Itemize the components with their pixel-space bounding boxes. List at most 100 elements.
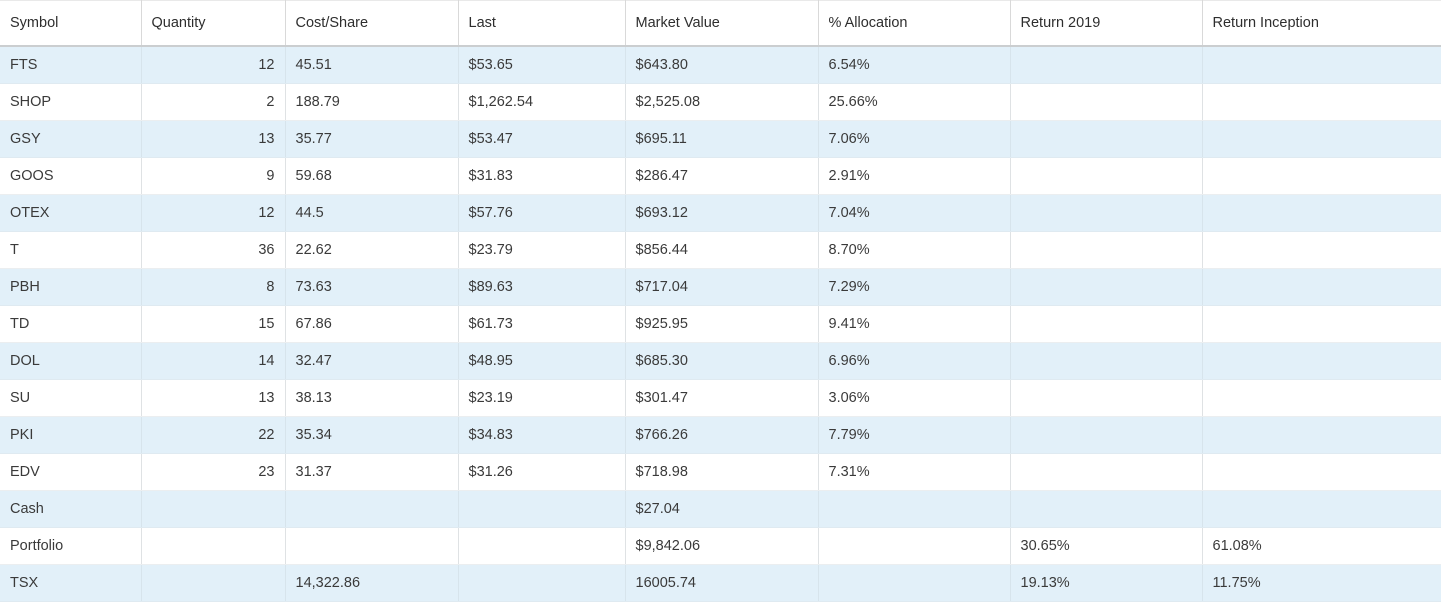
cell-last: $53.47 <box>458 120 626 158</box>
column-header-quantity[interactable]: Quantity <box>141 0 286 47</box>
cell-return_2019: 19.13% <box>1010 564 1203 602</box>
table-row-edv[interactable]: EDV 23 31.37 $31.26 $718.98 7.31% <box>0 453 1441 491</box>
cell-return_inception <box>1202 453 1441 491</box>
column-header-symbol[interactable]: Symbol <box>0 0 142 47</box>
cell-market_value: $643.80 <box>625 46 819 84</box>
table-row-td[interactable]: TD 15 67.86 $61.73 $925.95 9.41% <box>0 305 1441 343</box>
table-row-otex[interactable]: OTEX 12 44.5 $57.76 $693.12 7.04% <box>0 194 1441 232</box>
cell-return_inception <box>1202 194 1441 232</box>
cell-symbol: TSX <box>0 564 142 602</box>
cell-market_value: $856.44 <box>625 231 819 269</box>
cell-return_inception <box>1202 268 1441 306</box>
cell-return_2019: 30.65% <box>1010 527 1203 565</box>
table-row-shop[interactable]: SHOP 2 188.79 $1,262.54 $2,525.08 25.66% <box>0 83 1441 121</box>
cell-return_2019 <box>1010 379 1203 417</box>
column-header-cost_share[interactable]: Cost/Share <box>285 0 459 47</box>
table-body: FTS 12 45.51 $53.65 $643.80 6.54% SHOP 2 188.79 $… <box>0 46 1441 602</box>
table-row-cash[interactable]: Cash $27.04 <box>0 490 1441 528</box>
cell-symbol: FTS <box>0 46 142 84</box>
cell-allocation: 8.70% <box>818 231 1011 269</box>
cell-market_value: $301.47 <box>625 379 819 417</box>
cell-return_2019 <box>1010 342 1203 380</box>
cell-symbol: OTEX <box>0 194 142 232</box>
table-row-goos[interactable]: GOOS 9 59.68 $31.83 $286.47 2.91% <box>0 157 1441 195</box>
table-row-pki[interactable]: PKI 22 35.34 $34.83 $766.26 7.79% <box>0 416 1441 454</box>
cell-quantity: 2 <box>141 83 286 121</box>
cell-return_2019 <box>1010 453 1203 491</box>
cell-quantity <box>141 527 286 565</box>
column-header-return_2019[interactable]: Return 2019 <box>1010 0 1203 47</box>
cell-cost_share: 67.86 <box>285 305 459 343</box>
cell-return_inception: 11.75% <box>1202 564 1441 602</box>
cell-quantity: 9 <box>141 157 286 195</box>
cell-cost_share: 38.13 <box>285 379 459 417</box>
cell-last: $57.76 <box>458 194 626 232</box>
cell-cost_share: 32.47 <box>285 342 459 380</box>
cell-allocation: 6.96% <box>818 342 1011 380</box>
column-header-market_value[interactable]: Market Value <box>625 0 819 47</box>
cell-symbol: EDV <box>0 453 142 491</box>
table-row-fts[interactable]: FTS 12 45.51 $53.65 $643.80 6.54% <box>0 46 1441 84</box>
table-row-portfolio[interactable]: Portfolio $9,842.06 30.65% 61.08% <box>0 527 1441 565</box>
cell-return_2019 <box>1010 157 1203 195</box>
cell-return_inception: 61.08% <box>1202 527 1441 565</box>
cell-allocation: 6.54% <box>818 46 1011 84</box>
cell-last <box>458 490 626 528</box>
cell-last: $61.73 <box>458 305 626 343</box>
cell-symbol: PKI <box>0 416 142 454</box>
cell-return_2019 <box>1010 46 1203 84</box>
column-header-allocation[interactable]: % Allocation <box>818 0 1011 47</box>
cell-allocation: 3.06% <box>818 379 1011 417</box>
cell-quantity: 13 <box>141 379 286 417</box>
table-row-dol[interactable]: DOL 14 32.47 $48.95 $685.30 6.96% <box>0 342 1441 380</box>
table-row-gsy[interactable]: GSY 13 35.77 $53.47 $695.11 7.06% <box>0 120 1441 158</box>
table-row-t[interactable]: T 36 22.62 $23.79 $856.44 8.70% <box>0 231 1441 269</box>
cell-last: $23.79 <box>458 231 626 269</box>
cell-quantity: 14 <box>141 342 286 380</box>
cell-market_value: $766.26 <box>625 416 819 454</box>
table-row-pbh[interactable]: PBH 8 73.63 $89.63 $717.04 7.29% <box>0 268 1441 306</box>
table-row-tsx[interactable]: TSX 14,322.86 16005.74 19.13% 11.75% <box>0 564 1441 602</box>
cell-return_2019 <box>1010 268 1203 306</box>
cell-market_value: $925.95 <box>625 305 819 343</box>
cell-return_inception <box>1202 231 1441 269</box>
cell-cost_share: 35.34 <box>285 416 459 454</box>
cell-last: $23.19 <box>458 379 626 417</box>
table-row-su[interactable]: SU 13 38.13 $23.19 $301.47 3.06% <box>0 379 1441 417</box>
cell-last: $31.26 <box>458 453 626 491</box>
cell-return_inception <box>1202 490 1441 528</box>
cell-symbol: Cash <box>0 490 142 528</box>
cell-return_inception <box>1202 157 1441 195</box>
cell-quantity: 13 <box>141 120 286 158</box>
cell-cost_share: 35.77 <box>285 120 459 158</box>
cell-cost_share: 22.62 <box>285 231 459 269</box>
header-row: Symbol Quantity Cost/Share Last Market Value… <box>0 0 1441 47</box>
cell-last: $1,262.54 <box>458 83 626 121</box>
column-header-return_inception[interactable]: Return Inception <box>1202 0 1441 47</box>
cell-return_2019 <box>1010 231 1203 269</box>
cell-return_inception <box>1202 120 1441 158</box>
cell-last: $34.83 <box>458 416 626 454</box>
cell-symbol: GOOS <box>0 157 142 195</box>
cell-return_2019 <box>1010 305 1203 343</box>
cell-last: $53.65 <box>458 46 626 84</box>
table-header: Symbol Quantity Cost/Share Last Market Value… <box>0 0 1441 47</box>
cell-symbol: Portfolio <box>0 527 142 565</box>
cell-market_value: $718.98 <box>625 453 819 491</box>
cell-return_inception <box>1202 342 1441 380</box>
cell-return_inception <box>1202 83 1441 121</box>
cell-market_value: $685.30 <box>625 342 819 380</box>
cell-last <box>458 527 626 565</box>
cell-symbol: SU <box>0 379 142 417</box>
cell-symbol: PBH <box>0 268 142 306</box>
cell-return_2019 <box>1010 83 1203 121</box>
cell-market_value: $695.11 <box>625 120 819 158</box>
cell-symbol: T <box>0 231 142 269</box>
cell-cost_share: 188.79 <box>285 83 459 121</box>
column-header-last[interactable]: Last <box>458 0 626 47</box>
cell-allocation: 9.41% <box>818 305 1011 343</box>
cell-market_value: $286.47 <box>625 157 819 195</box>
cell-cost_share: 44.5 <box>285 194 459 232</box>
cell-allocation: 2.91% <box>818 157 1011 195</box>
cell-return_2019 <box>1010 490 1203 528</box>
